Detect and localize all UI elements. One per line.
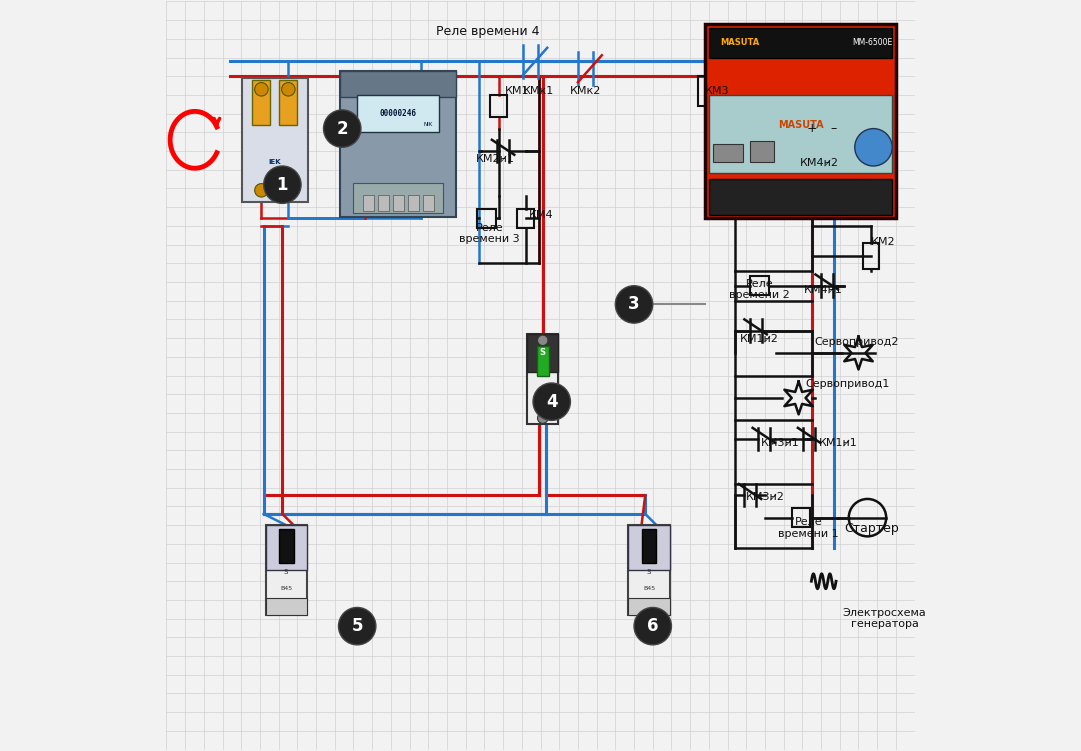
Text: Реле
времени 2: Реле времени 2: [730, 279, 790, 300]
Bar: [750, 141, 774, 162]
Text: MASUTA: MASUTA: [720, 38, 759, 47]
Text: КМ1н̷2: КМ1н̷2: [740, 333, 779, 343]
Text: –: –: [830, 122, 837, 135]
Bar: [641, 529, 656, 562]
Text: S: S: [646, 569, 651, 575]
Circle shape: [533, 383, 571, 421]
Text: Сервопривод1: Сервопривод1: [805, 379, 890, 390]
Bar: [423, 195, 433, 211]
Bar: [709, 28, 892, 58]
Bar: [393, 195, 403, 211]
Circle shape: [855, 128, 892, 166]
Bar: [712, 143, 743, 162]
Text: IEK: IEK: [268, 159, 281, 165]
Bar: [353, 182, 443, 213]
Text: КМк2: КМк2: [570, 86, 601, 96]
Text: КМ4н̷1: КМ4н̷1: [804, 285, 843, 294]
Bar: [378, 195, 388, 211]
Text: 6: 6: [648, 617, 658, 635]
Bar: [791, 508, 811, 527]
Text: 1: 1: [277, 176, 289, 194]
Text: КМ4н̷2: КМ4н̷2: [800, 157, 839, 167]
Text: КМ3н̷2: КМ3н̷2: [746, 492, 785, 502]
Circle shape: [282, 83, 295, 96]
Bar: [478, 209, 496, 228]
Circle shape: [537, 335, 548, 345]
Circle shape: [323, 110, 361, 147]
Bar: [628, 525, 669, 615]
Bar: [279, 529, 294, 562]
Text: NIK: NIK: [424, 122, 432, 128]
Text: КМ3н̷1: КМ3н̷1: [761, 438, 799, 448]
Bar: [863, 243, 880, 269]
Bar: [491, 95, 507, 117]
Text: 5: 5: [351, 617, 363, 635]
Text: 3: 3: [628, 295, 640, 313]
Bar: [750, 276, 769, 295]
Bar: [537, 345, 549, 376]
Text: B45: B45: [280, 587, 292, 591]
Bar: [628, 599, 669, 615]
Text: 00000246: 00000246: [379, 109, 417, 118]
Text: КМ3: КМ3: [705, 86, 730, 96]
Bar: [408, 195, 418, 211]
Bar: [709, 179, 892, 215]
Bar: [528, 334, 559, 424]
Text: +: +: [806, 122, 817, 135]
Text: 2: 2: [336, 119, 348, 137]
Circle shape: [255, 83, 268, 96]
Bar: [357, 95, 440, 132]
Text: Стартер: Стартер: [844, 522, 899, 535]
Text: 4: 4: [546, 393, 558, 411]
Text: Сервопривод2: Сервопривод2: [814, 337, 898, 347]
Bar: [709, 95, 892, 173]
Bar: [242, 78, 308, 201]
Text: Реле времени 4: Реле времени 4: [437, 25, 539, 38]
Text: Реле
времени 1: Реле времени 1: [778, 517, 839, 539]
Bar: [266, 525, 307, 615]
Text: КМ4: КМ4: [529, 210, 553, 219]
Text: КМ1: КМ1: [505, 86, 529, 96]
Bar: [705, 24, 896, 219]
Circle shape: [255, 183, 268, 197]
Text: S: S: [539, 348, 546, 357]
Circle shape: [264, 166, 302, 204]
Bar: [253, 80, 270, 125]
Text: B45: B45: [643, 587, 655, 591]
Circle shape: [282, 183, 295, 197]
Text: КМ2: КМ2: [871, 237, 895, 247]
Text: MM-6500E: MM-6500E: [852, 38, 892, 47]
Text: S: S: [284, 569, 289, 575]
Text: КМ2н̷1: КМ2н̷1: [476, 153, 515, 164]
Text: КМк1: КМк1: [522, 86, 553, 96]
Bar: [363, 195, 374, 211]
Text: MASUTA: MASUTA: [777, 120, 824, 130]
Text: Реле
времени 3: Реле времени 3: [459, 222, 520, 244]
Bar: [341, 71, 456, 97]
Bar: [266, 525, 307, 570]
Text: КМ1н̷1: КМ1н̷1: [819, 438, 857, 448]
Bar: [528, 334, 559, 372]
Bar: [279, 80, 297, 125]
Circle shape: [537, 413, 548, 424]
Circle shape: [338, 608, 376, 645]
Bar: [341, 71, 456, 216]
Circle shape: [615, 285, 653, 323]
Bar: [518, 209, 534, 228]
Text: Электросхема
генератора: Электросхема генератора: [843, 608, 926, 629]
Circle shape: [635, 608, 671, 645]
Bar: [266, 599, 307, 615]
Bar: [698, 76, 715, 106]
Bar: [628, 525, 669, 570]
